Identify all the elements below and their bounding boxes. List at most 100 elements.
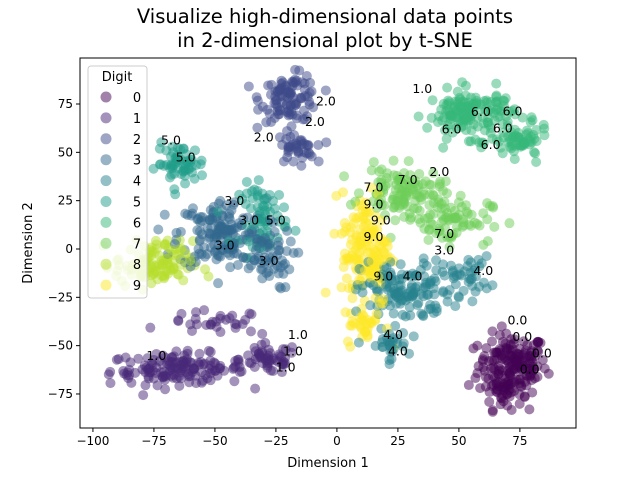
data-point-digit-3 bbox=[213, 198, 224, 209]
data-point-digit-2 bbox=[285, 99, 296, 110]
data-point-digit-4 bbox=[418, 291, 429, 302]
annotation-label: 2.0 bbox=[429, 164, 449, 179]
data-point-digit-1 bbox=[230, 355, 241, 366]
data-point-digit-3 bbox=[246, 260, 257, 271]
legend-label: 3 bbox=[133, 154, 141, 169]
y-axis-label: Dimension 2 bbox=[21, 202, 36, 284]
data-point-digit-1 bbox=[257, 328, 268, 339]
data-point-digit-0 bbox=[486, 336, 497, 347]
data-point-digit-6 bbox=[530, 148, 541, 159]
legend-marker-8 bbox=[100, 258, 112, 270]
data-point-digit-7 bbox=[368, 157, 379, 168]
data-point-digit-1 bbox=[133, 353, 144, 364]
annotation-label: 0.0 bbox=[512, 329, 532, 344]
data-point-digit-0 bbox=[532, 345, 543, 356]
data-point-digit-4 bbox=[429, 289, 440, 300]
data-point-digit-4 bbox=[368, 280, 379, 291]
data-point-digit-1 bbox=[150, 367, 161, 378]
data-point-digit-7 bbox=[462, 208, 473, 219]
annotation-label: 2.0 bbox=[316, 94, 336, 109]
data-point-digit-4 bbox=[442, 296, 453, 307]
data-point-digit-7 bbox=[446, 231, 457, 242]
x-tick-label: 75 bbox=[512, 434, 527, 448]
data-point-digit-6 bbox=[510, 109, 521, 120]
data-point-digit-9 bbox=[339, 218, 350, 229]
annotation-label: 0.0 bbox=[508, 313, 528, 328]
data-point-digit-2 bbox=[313, 156, 324, 167]
annotation-label: 2.0 bbox=[305, 114, 325, 129]
annotation-label: 9.0 bbox=[373, 269, 393, 284]
data-point-digit-4 bbox=[386, 275, 397, 286]
legend-title: Digit bbox=[102, 70, 133, 85]
legend-label: 0 bbox=[133, 91, 141, 106]
data-point-digit-2 bbox=[252, 95, 263, 106]
x-axis: −100 −75 −50 −25 0 25 50 75 bbox=[76, 428, 528, 448]
data-point-digit-5 bbox=[279, 202, 290, 213]
data-point-digit-3 bbox=[269, 263, 280, 274]
data-point-digit-5 bbox=[175, 144, 186, 155]
data-point-digit-6 bbox=[427, 95, 438, 106]
data-point-digit-3 bbox=[264, 243, 275, 254]
data-point-digit-1 bbox=[199, 305, 210, 316]
data-point-digit-3 bbox=[274, 281, 285, 292]
data-point-digit-3 bbox=[195, 211, 206, 222]
data-point-digit-0 bbox=[505, 367, 516, 378]
data-point-digit-4 bbox=[388, 308, 399, 319]
data-point-digit-4 bbox=[421, 260, 432, 271]
y-tick-label: 75 bbox=[58, 97, 73, 111]
data-point-digit-5 bbox=[197, 170, 208, 181]
data-point-digit-7 bbox=[420, 176, 431, 187]
data-point-digit-5 bbox=[148, 163, 159, 174]
data-point-digit-3 bbox=[264, 271, 275, 282]
data-point-digit-4 bbox=[410, 270, 421, 281]
data-point-digit-6 bbox=[508, 146, 519, 157]
data-point-digit-4 bbox=[386, 288, 397, 299]
data-point-digit-9 bbox=[364, 317, 375, 328]
data-point-digit-5 bbox=[241, 176, 252, 187]
data-point-digit-1 bbox=[276, 367, 287, 378]
annotation-label: 1.0 bbox=[412, 81, 432, 96]
data-point-digit-7 bbox=[438, 185, 449, 196]
scatter-points bbox=[98, 64, 554, 417]
data-point-digit-0 bbox=[518, 336, 529, 347]
data-point-digit-6 bbox=[466, 125, 477, 136]
data-point-digit-7 bbox=[482, 236, 493, 247]
data-point-digit-4 bbox=[487, 280, 498, 291]
annotation-label: 4.0 bbox=[473, 263, 493, 278]
data-point-digit-2 bbox=[281, 81, 292, 92]
data-point-digit-9 bbox=[362, 332, 373, 343]
data-point-digit-6 bbox=[499, 96, 510, 107]
data-point-digit-4 bbox=[438, 259, 449, 270]
data-point-digit-1 bbox=[145, 322, 156, 333]
data-point-digit-9 bbox=[342, 336, 353, 347]
data-point-digit-4 bbox=[467, 296, 478, 307]
x-tick-label: −100 bbox=[76, 434, 109, 448]
data-point-digit-1 bbox=[138, 390, 149, 401]
data-point-digit-0 bbox=[505, 387, 516, 398]
data-point-digit-4 bbox=[404, 302, 415, 313]
data-point-digit-1 bbox=[240, 314, 251, 325]
data-point-digit-9 bbox=[363, 247, 374, 258]
data-point-digit-3 bbox=[293, 247, 304, 258]
annotation-label: 9.0 bbox=[364, 196, 384, 211]
data-point-digit-5 bbox=[178, 159, 189, 170]
data-point-digit-0 bbox=[463, 380, 474, 391]
data-point-digit-1 bbox=[215, 327, 226, 338]
data-point-digit-3 bbox=[204, 214, 215, 225]
plot-frame bbox=[79, 57, 577, 429]
data-point-digit-6 bbox=[518, 137, 529, 148]
data-point-digit-6 bbox=[497, 148, 508, 159]
data-point-digit-9 bbox=[347, 293, 358, 304]
data-point-digit-0 bbox=[543, 368, 554, 379]
data-point-digit-6 bbox=[509, 154, 520, 165]
data-point-digit-0 bbox=[527, 387, 538, 398]
data-point-digit-7 bbox=[399, 211, 410, 222]
chart-title-line-1: Visualize high-dimensional data points bbox=[137, 5, 513, 28]
annotation-label: 4.0 bbox=[383, 327, 403, 342]
data-point-digit-7 bbox=[428, 167, 439, 178]
data-point-digit-1 bbox=[160, 384, 171, 395]
data-point-digit-7 bbox=[504, 218, 515, 229]
y-tick-label: 50 bbox=[58, 145, 73, 159]
data-point-digit-4 bbox=[408, 331, 419, 342]
data-point-digit-4 bbox=[438, 287, 449, 298]
